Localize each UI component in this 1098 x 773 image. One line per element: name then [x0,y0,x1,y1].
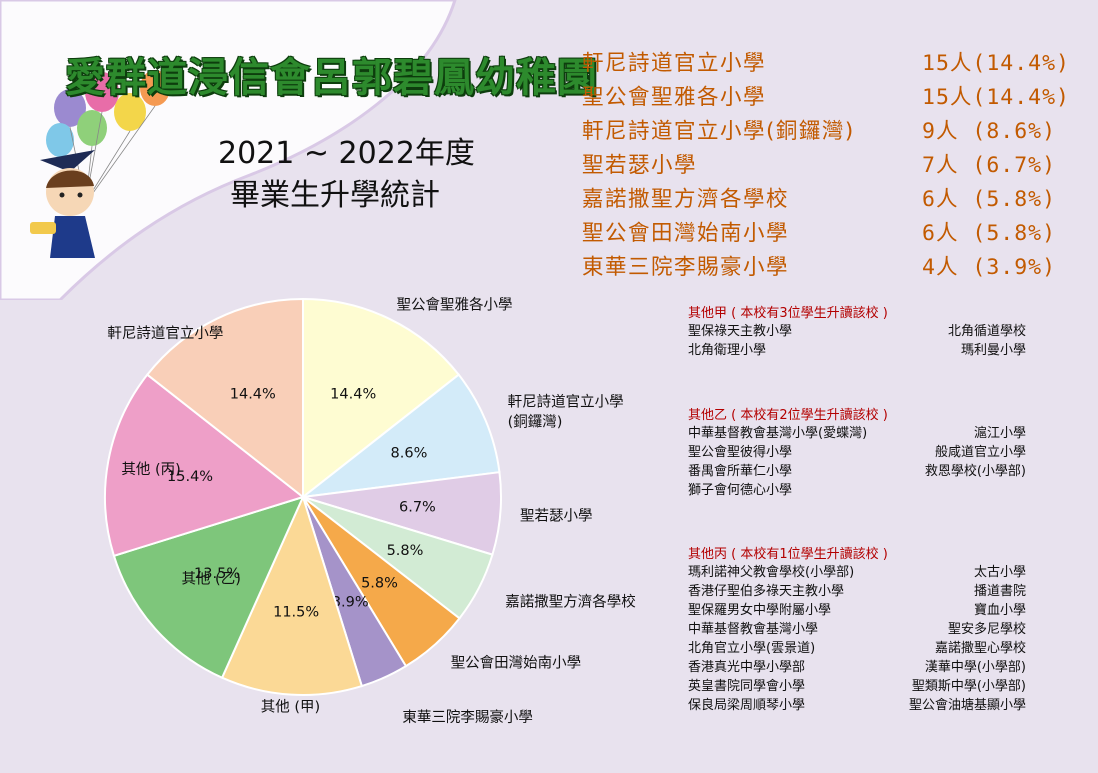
school-name: 太古小學 [973,565,1026,580]
school-stat: 4人 (3.9%) [922,255,1057,280]
pie-slice-label: 軒尼詩道官立小學(銅鑼灣) [508,392,624,430]
school-name: 瑪利曼小學 [960,343,1026,358]
academic-year: 2021 ~ 2022年度 [218,136,475,171]
pie-value-label: 5.8% [387,543,424,559]
pie-chart: 14.4% 聖公會聖雅各小學 8.6% 軒尼詩道官立小學(銅鑼灣) 6.7% 聖若瑟小學 5… [104,296,636,726]
school-name: 聖公會聖彼得小學 [688,445,793,460]
pie-slice-label: 軒尼詩道官立小學 [107,324,223,342]
school-name: 英皇書院同學會小學 [688,679,806,694]
graduate-child-icon [30,150,95,258]
pie-slice-label: 嘉諾撒聖方濟各學校 [505,593,635,611]
school-name: 瑪利諾神父教會學校(小學部) [688,565,855,580]
school-name: 香港仔聖伯多祿天主教小學 [688,584,845,599]
school-name: 漢華中學(小學部) [924,660,1026,675]
school-name: 番禺會所華仁小學 [688,464,793,479]
school-name: 聖保羅男女中學附屬小學 [688,603,832,618]
pie-slice-label: 東華三院李賜豪小學 [402,708,533,726]
school-name: 北角衛理小學 [688,343,767,358]
school-name: 北角官立小學(雲景道) [688,641,816,656]
pie-value-label: 14.4% [230,387,276,403]
school-name: 北角循道學校 [947,324,1026,339]
school-stat: 7人 (6.7%) [922,153,1057,178]
school-name: 聖若瑟小學 [582,153,698,178]
school-name: 中華基督教會基灣小學(愛蝶灣) [688,426,868,441]
pie-value-label: 3.9% [332,595,369,611]
pie-slice-label: 其他 (丙) [121,461,180,478]
pie-value-label: 15.4% [167,469,213,485]
school-name: 聖保祿天主教小學 [688,324,793,339]
kindergarten-title: 愛群道浸信會呂郭碧鳳幼稚園 [65,55,598,101]
school-stat: 6人 (5.8%) [922,221,1057,246]
school-name: 獅子會何德心小學 [688,483,793,498]
pie-slice [220,494,364,696]
pie-slice [299,373,501,499]
decorative-illustration [0,0,457,300]
group-title: 其他乙 ( 本校有2位學生升讀該校 ) [688,408,888,423]
school-stat: 9人 (8.6%) [922,119,1057,144]
school-name: 滬江小學 [973,426,1026,441]
school-name: 寶血小學 [973,603,1026,618]
school-stat: 15人(14.4%) [922,51,1070,76]
pie-slice-label: 聖公會田灣始南小學 [451,653,582,671]
school-name: 聖公會田灣始南小學 [582,221,790,246]
pie-slice [112,495,305,680]
pie-slice [145,297,304,500]
school-name: 嘉諾撒聖方濟各學校 [582,187,790,212]
school-name: 軒尼詩道官立小學(銅鑼灣) [582,119,855,144]
pie-value-label: 13.5% [194,566,240,582]
group-title: 其他甲 ( 本校有3位學生升讀該校 ) [688,306,888,321]
school-name: 聖公會聖雅各小學 [582,85,767,110]
pie-value-label: 6.7% [399,500,436,516]
school-name: 保良局梁周順琴小學 [688,698,806,713]
school-name: 軒尼詩道官立小學 [582,51,767,76]
school-name: 香港真光中學小學部 [688,660,806,675]
school-name: 聖安多尼學校 [947,622,1026,637]
pie-value-label: 8.6% [391,446,428,462]
chart-subtitle: 畢業生升學統計 [230,178,440,213]
pie-slice-label: 聖公會聖雅各小學 [396,296,512,314]
pie-slice-label: 聖若瑟小學 [520,506,593,524]
school-name: 般咸道官立小學 [934,445,1026,460]
pie-slice-label: 其他 (乙) [181,570,240,587]
school-stat: 15人(14.4%) [922,85,1070,110]
group-title: 其他丙 ( 本校有1位學生升讀該校 ) [688,547,888,562]
pie-value-label: 14.4% [330,387,376,403]
school-name: 中華基督教會基灣小學 [688,622,819,637]
school-name: 聖類斯中學(小學部) [911,679,1026,694]
school-name: 嘉諾撒聖心學校 [934,641,1026,656]
pie-value-label: 5.8% [361,576,398,592]
pie-slice [302,297,461,500]
pie-slice-label: 其他 (甲) [261,699,320,716]
school-name: 救恩學校(小學部) [924,464,1026,479]
pie-value-label: 11.5% [273,605,319,621]
school-name: 東華三院李賜豪小學 [582,255,790,280]
school-name: 播道書院 [973,584,1026,599]
school-name: 聖公會油塘基顯小學 [908,698,1026,713]
school-stat: 6人 (5.8%) [922,187,1057,212]
pie-slice [104,373,306,558]
